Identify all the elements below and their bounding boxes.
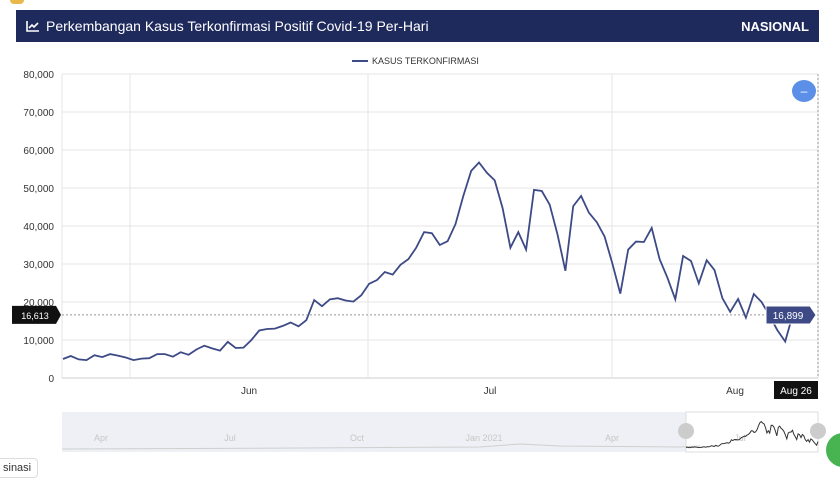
y-tick-label: 30,000 (23, 260, 54, 271)
navigator-tick-label: Jan 2021 (465, 433, 502, 443)
chat-button[interactable] (826, 433, 840, 467)
x-tick-label: Jun (241, 386, 257, 397)
navigator-tick-label: Apr (605, 433, 619, 443)
legend-label: KASUS TERKONFIRMASI (372, 56, 479, 66)
navigator-tick-label: Jul (734, 433, 746, 443)
navigator-tick-label: Oct (350, 433, 365, 443)
tooltip-box (765, 305, 817, 325)
navigator-tick-label: Apr (94, 433, 108, 443)
navigator-tick-label: Jul (224, 433, 236, 443)
chart-header: Perkembangan Kasus Terkonfirmasi Positif… (16, 10, 819, 42)
series-line (62, 161, 794, 362)
navigator-series-history (61, 443, 701, 450)
side-tab[interactable]: sinasi (0, 458, 39, 478)
zoom-out-button[interactable]: – (792, 80, 816, 102)
chart-title: Perkembangan Kasus Terkonfirmasi Positif… (46, 18, 429, 34)
y-tick-label: 80,000 (23, 70, 54, 81)
crosshair-x-label-box (774, 381, 818, 399)
y-tick-label: 40,000 (23, 222, 54, 233)
corner-badge (10, 0, 24, 4)
crosshair-x-label: Aug 26 (780, 386, 812, 397)
y-tick-label: 50,000 (23, 184, 54, 195)
navigator-handle-right (810, 423, 826, 439)
zoom-out-icon: – (800, 84, 808, 98)
crosshair-y-label-box (12, 305, 61, 324)
y-tick-label: 10,000 (23, 336, 54, 347)
x-tick-label: Aug (726, 386, 744, 397)
y-tick-label: 60,000 (23, 146, 54, 157)
y-tick-label: 0 (48, 374, 54, 385)
navigator-series-recent (685, 420, 819, 449)
y-tick-label: 70,000 (23, 108, 54, 119)
line-chart: 0 10,000 20,000 30,000 40,000 50,000 60,000 70,… (12, 56, 826, 453)
line-chart-icon (26, 21, 39, 32)
x-tick-label: Jul (484, 386, 497, 397)
tooltip-value: 16,899 (773, 311, 804, 322)
navigator-window (685, 411, 819, 453)
navigator-handle-left (678, 423, 694, 439)
crosshair-y-label: 16,613 (21, 311, 49, 321)
y-tick-label: 20,000 (23, 298, 54, 309)
side-tab-label: sinasi (3, 462, 32, 474)
scope-label[interactable]: NASIONAL (741, 18, 809, 34)
